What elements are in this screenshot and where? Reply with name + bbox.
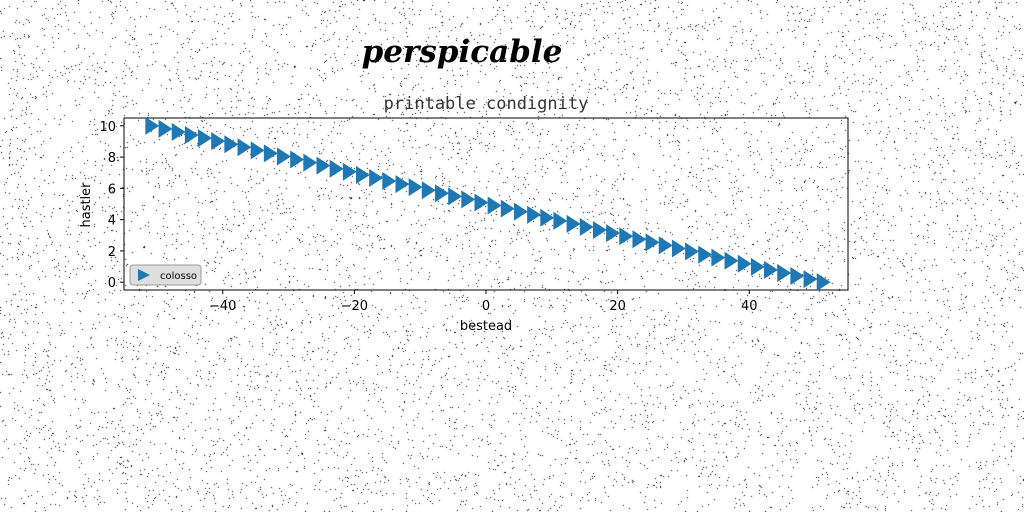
legend-box <box>129 264 202 286</box>
y-tick-label: 6 <box>108 182 116 197</box>
data-point <box>487 196 502 215</box>
data-point <box>171 122 186 141</box>
data-point <box>395 175 410 194</box>
data-point <box>724 251 739 270</box>
data-point <box>421 181 436 200</box>
y-tick-label: 0 <box>108 276 116 291</box>
data-point <box>290 150 305 169</box>
data-point <box>224 135 239 154</box>
data-point <box>750 257 765 276</box>
data-point <box>408 178 423 197</box>
data-point <box>711 248 726 267</box>
data-point <box>777 263 792 282</box>
x-tick-label: 0 <box>482 299 490 314</box>
data-point <box>198 129 212 148</box>
x-tick-label: 20 <box>609 299 626 314</box>
x-axis: −40 −20 0 20 40 <box>209 290 758 314</box>
data-point <box>513 202 528 221</box>
data-point <box>263 144 278 163</box>
y-tick-label: 4 <box>108 214 116 229</box>
x-tick-label: −20 <box>341 299 368 314</box>
data-point <box>645 233 660 252</box>
data-point <box>619 227 634 246</box>
data-point <box>448 187 463 206</box>
data-point <box>632 230 647 249</box>
data-point <box>658 236 673 255</box>
legend-label: colosso <box>160 271 197 282</box>
data-point <box>237 138 252 157</box>
data-point <box>553 211 568 230</box>
legend: colosso <box>129 264 202 286</box>
data-point <box>500 199 515 218</box>
data-point <box>158 119 173 138</box>
data-point <box>579 217 594 236</box>
data-point <box>277 147 291 166</box>
data-point <box>816 273 831 292</box>
data-point <box>303 153 318 172</box>
data-point <box>566 214 581 233</box>
data-point <box>685 242 700 261</box>
series-colosso <box>145 116 831 292</box>
y-tick-label: 10 <box>99 120 116 135</box>
x-tick-label: 40 <box>741 299 758 314</box>
y-tick-label: 2 <box>108 245 116 260</box>
data-point <box>329 159 344 178</box>
chart-title: printable condignity <box>384 94 589 114</box>
data-point <box>764 260 779 279</box>
data-point <box>316 156 331 175</box>
data-point <box>474 193 489 212</box>
y-axis-label: hastler <box>79 182 94 228</box>
data-point <box>737 254 752 273</box>
data-point <box>369 168 384 187</box>
data-point <box>803 270 818 289</box>
data-point <box>698 245 713 264</box>
legend-marker-triangle-icon <box>138 269 150 281</box>
data-point <box>540 208 555 227</box>
data-point <box>790 267 805 286</box>
figure-suptitle: perspicable <box>362 34 563 70</box>
y-tick-label: 8 <box>108 151 116 166</box>
data-point <box>382 172 397 191</box>
data-point <box>671 239 686 258</box>
data-point <box>184 126 199 145</box>
data-point <box>355 165 370 184</box>
data-point <box>461 190 476 209</box>
data-point <box>434 184 449 203</box>
data-point <box>592 221 607 240</box>
x-axis-label: bestead <box>460 319 512 334</box>
data-point <box>145 116 160 135</box>
x-tick-label: −40 <box>209 299 236 314</box>
data-point <box>527 205 542 224</box>
data-point <box>342 162 357 181</box>
data-point <box>606 224 621 243</box>
y-axis: 0 2 4 6 8 10 <box>99 120 124 291</box>
data-point <box>211 132 226 151</box>
data-point <box>250 141 265 160</box>
